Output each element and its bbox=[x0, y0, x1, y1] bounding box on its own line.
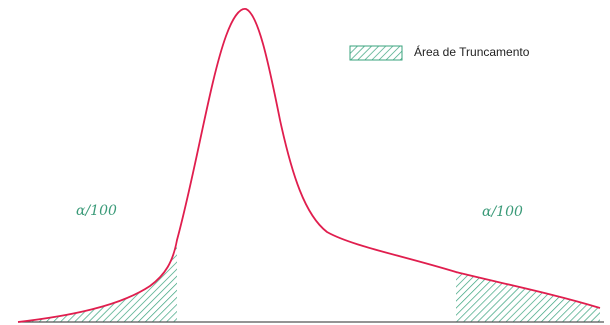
left-tail-label: α/100 bbox=[76, 203, 117, 219]
right-tail-label: α/100 bbox=[482, 204, 523, 220]
legend-label: Área de Truncamento bbox=[414, 45, 530, 59]
right-truncation-area bbox=[456, 272, 600, 322]
legend-swatch bbox=[349, 45, 403, 61]
left-truncation-area bbox=[18, 240, 177, 322]
density-curve bbox=[17, 8, 601, 323]
